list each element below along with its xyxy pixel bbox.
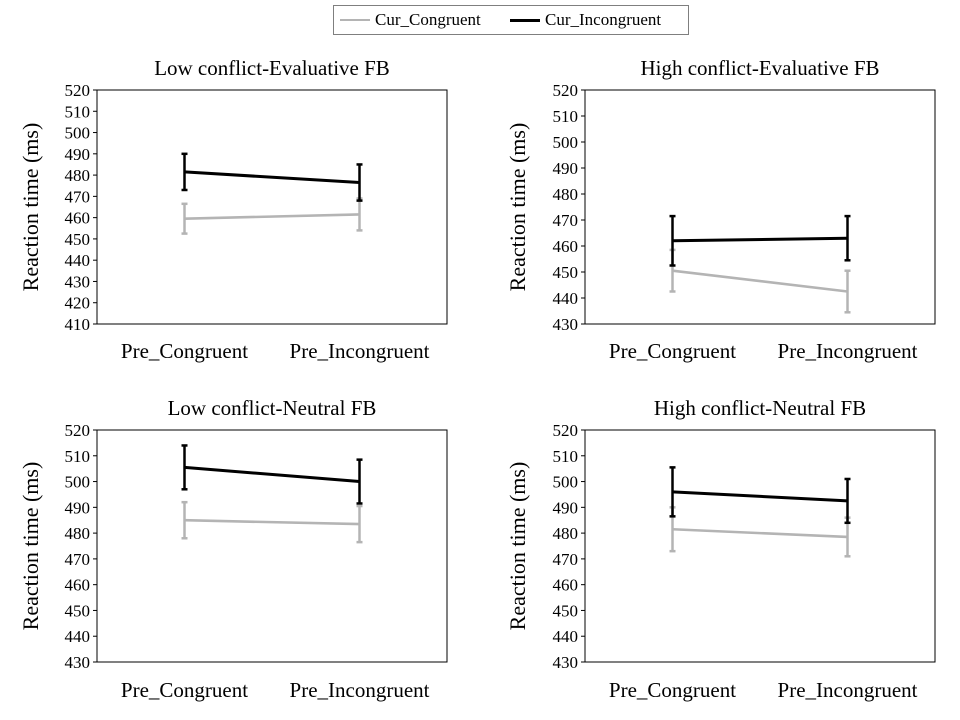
y-tick-label: 450 [65, 601, 91, 620]
legend-swatch-cur-incongruent [510, 18, 540, 22]
y-tick-label: 460 [553, 237, 579, 256]
chart-panel-2: High conflict-Evaluative FB Reaction time… [505, 56, 936, 363]
y-tick-label: 490 [553, 498, 579, 517]
series-line [672, 527, 848, 539]
series-line [184, 213, 360, 220]
y-tick-label: 500 [65, 473, 91, 492]
y-tick-label: 510 [65, 102, 91, 121]
y-tick-label: 420 [65, 294, 91, 313]
chart-title: High conflict-Neutral FB [654, 396, 866, 420]
series-cur-incongruent [669, 214, 851, 267]
chart-legend: Cur_Congruent Cur_Incongruent [333, 5, 689, 35]
y-tick-label: 470 [65, 550, 91, 569]
y-tick-label: 430 [553, 653, 579, 672]
legend-item-cur-congruent: Cur_Congruent [340, 6, 481, 34]
y-tick-label: 440 [65, 627, 91, 646]
legend-swatch-cur-congruent [340, 19, 370, 21]
x-category-label: Pre_Congruent [121, 678, 248, 702]
y-tick-label: 440 [65, 251, 91, 270]
plot-frame [96, 429, 448, 663]
series-cur-incongruent [669, 466, 851, 525]
y-tick-label: 490 [65, 145, 91, 164]
y-tick-label: 440 [553, 289, 579, 308]
y-tick-label: 430 [65, 272, 91, 291]
y-tick-label: 520 [65, 421, 91, 440]
y-axis-label: Reaction time (ms) [505, 123, 530, 292]
y-axis-label: Reaction time (ms) [18, 462, 43, 631]
y-tick-label: 410 [65, 315, 91, 334]
x-category-label: Pre_Incongruent [290, 678, 430, 702]
x-category-label: Pre_Incongruent [778, 678, 918, 702]
series-line [672, 490, 848, 503]
y-tick-label: 470 [65, 187, 91, 206]
series-line [184, 518, 360, 526]
y-tick-label: 490 [65, 498, 91, 517]
chart-panel-3: Low conflict-Neutral FB Reaction time (ms… [18, 396, 448, 702]
series-cur-congruent [669, 506, 851, 558]
y-tick-label: 440 [553, 627, 579, 646]
x-category-label: Pre_Congruent [609, 678, 736, 702]
x-category-label: Pre_Congruent [121, 339, 248, 363]
series-cur-congruent [669, 248, 851, 314]
y-tick-label: 510 [553, 107, 579, 126]
y-tick-label: 500 [65, 124, 91, 143]
legend-label: Cur_Incongruent [545, 10, 662, 29]
y-tick-label: 430 [553, 315, 579, 334]
series-cur-incongruent [181, 152, 363, 202]
legend-item-cur-incongruent: Cur_Incongruent [510, 6, 661, 34]
y-tick-label: 450 [553, 601, 579, 620]
y-tick-label: 450 [65, 230, 91, 249]
series-cur-congruent [181, 500, 363, 544]
plot-frame [584, 89, 936, 325]
x-category-label: Pre_Incongruent [290, 339, 430, 363]
chart-title: Low conflict-Neutral FB [168, 396, 377, 420]
y-tick-label: 470 [553, 211, 579, 230]
y-axis-label: Reaction time (ms) [505, 462, 530, 631]
y-tick-label: 480 [65, 166, 91, 185]
plot-frame [96, 89, 448, 325]
y-tick-label: 520 [553, 81, 579, 100]
plot-frame [584, 429, 936, 663]
y-tick-label: 470 [553, 550, 579, 569]
y-tick-label: 480 [553, 185, 579, 204]
y-tick-label: 460 [65, 209, 91, 228]
chart-title: Low conflict-Evaluative FB [154, 56, 390, 80]
y-tick-label: 480 [65, 524, 91, 543]
series-cur-incongruent [181, 444, 363, 505]
x-category-label: Pre_Incongruent [778, 339, 918, 363]
y-tick-label: 520 [65, 81, 91, 100]
y-tick-label: 510 [65, 447, 91, 466]
y-tick-label: 460 [553, 576, 579, 595]
y-tick-label: 520 [553, 421, 579, 440]
x-category-label: Pre_Congruent [609, 339, 736, 363]
chart-panel-1: Low conflict-Evaluative FB Reaction time … [18, 56, 448, 363]
chart-panel-4: High conflict-Neutral FB Reaction time (m… [505, 396, 936, 702]
y-tick-label: 500 [553, 133, 579, 152]
series-line [184, 170, 360, 185]
series-line [184, 465, 360, 484]
y-axis-label: Reaction time (ms) [18, 123, 43, 292]
chart-title: High conflict-Evaluative FB [640, 56, 879, 80]
legend-label: Cur_Congruent [375, 10, 481, 29]
y-tick-label: 430 [65, 653, 91, 672]
y-tick-label: 500 [553, 473, 579, 492]
y-tick-label: 480 [553, 524, 579, 543]
y-tick-label: 490 [553, 159, 579, 178]
y-tick-label: 510 [553, 447, 579, 466]
series-cur-congruent [181, 197, 363, 235]
series-line [672, 236, 848, 243]
y-tick-label: 450 [553, 263, 579, 282]
series-line [672, 269, 848, 293]
y-tick-label: 460 [65, 576, 91, 595]
